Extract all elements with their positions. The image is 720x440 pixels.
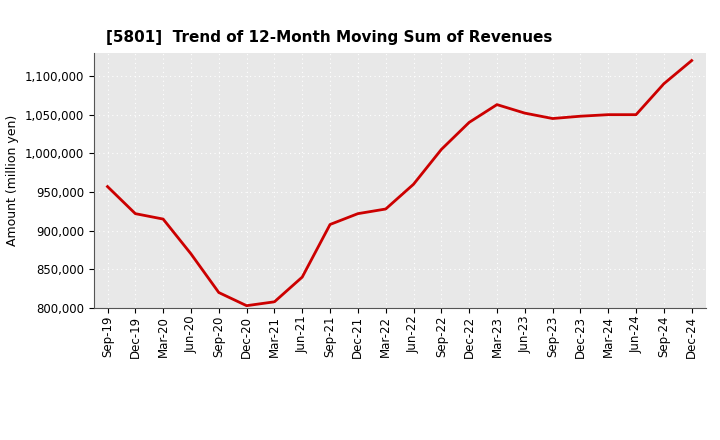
Text: [5801]  Trend of 12-Month Moving Sum of Revenues: [5801] Trend of 12-Month Moving Sum of R… — [106, 29, 552, 45]
Y-axis label: Amount (million yen): Amount (million yen) — [6, 115, 19, 246]
